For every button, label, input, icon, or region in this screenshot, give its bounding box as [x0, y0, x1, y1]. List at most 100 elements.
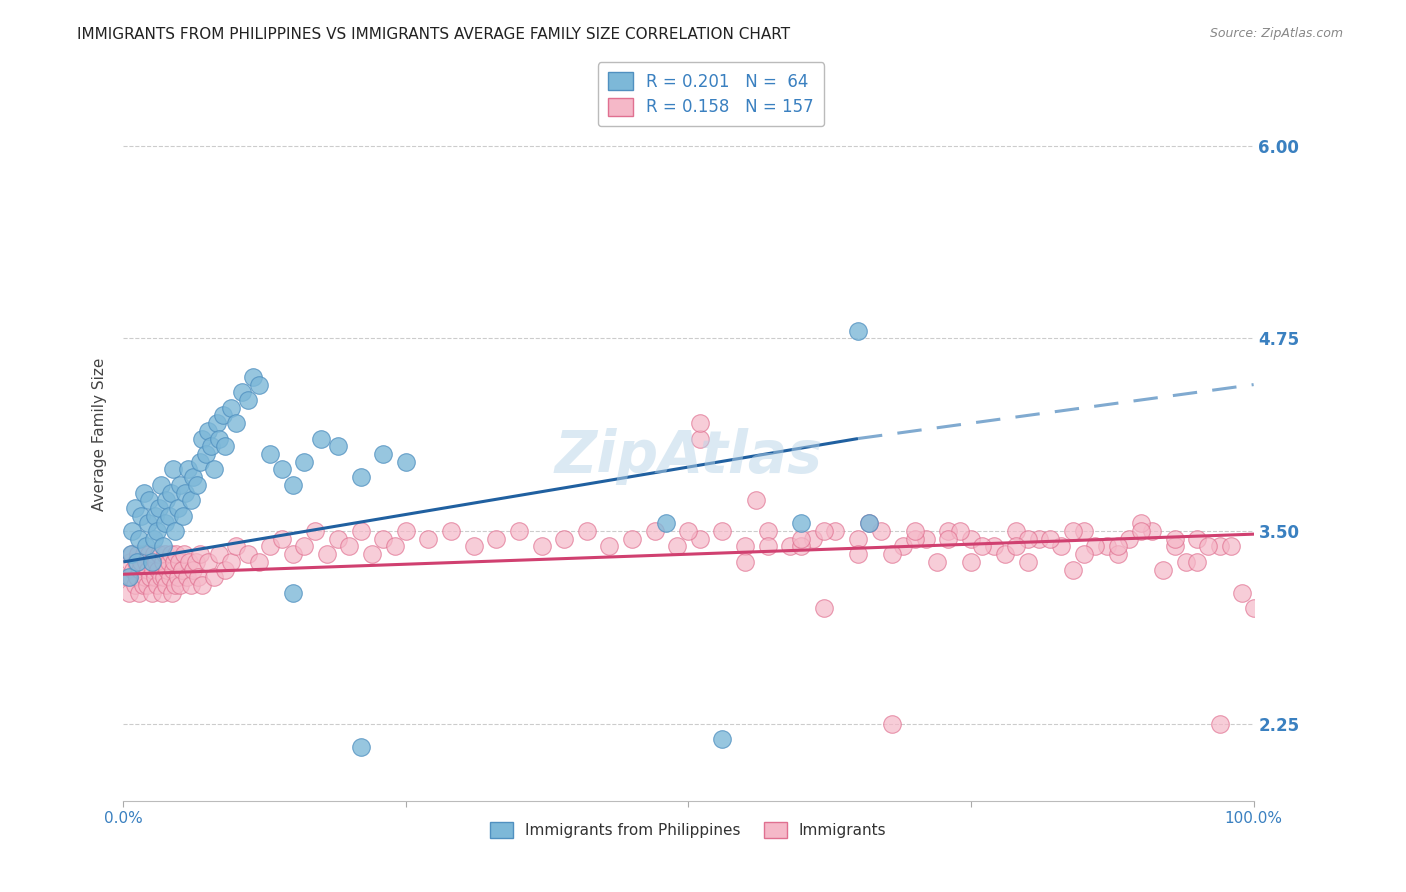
Point	[165, 578, 187, 592]
Point	[689, 416, 711, 430]
Point	[824, 524, 846, 538]
Point	[187, 570, 209, 584]
Point	[326, 532, 349, 546]
Point	[337, 540, 360, 554]
Point	[191, 432, 214, 446]
Point	[125, 555, 148, 569]
Point	[160, 586, 183, 600]
Point	[148, 563, 170, 577]
Point	[1062, 563, 1084, 577]
Point	[138, 493, 160, 508]
Point	[395, 524, 418, 538]
Point	[153, 547, 176, 561]
Point	[120, 570, 142, 584]
Point	[270, 532, 292, 546]
Point	[858, 516, 880, 531]
Point	[115, 570, 138, 584]
Point	[711, 732, 734, 747]
Point	[149, 570, 172, 584]
Point	[326, 439, 349, 453]
Point	[242, 370, 264, 384]
Point	[118, 570, 141, 584]
Point	[162, 462, 184, 476]
Point	[1209, 716, 1232, 731]
Point	[214, 439, 236, 453]
Point	[148, 500, 170, 515]
Point	[259, 447, 281, 461]
Point	[138, 547, 160, 561]
Point	[689, 432, 711, 446]
Point	[153, 516, 176, 531]
Point	[880, 547, 903, 561]
Point	[176, 570, 198, 584]
Point	[135, 540, 157, 554]
Point	[183, 470, 205, 484]
Point	[938, 532, 960, 546]
Point	[960, 555, 983, 569]
Point	[136, 516, 159, 531]
Point	[846, 532, 869, 546]
Point	[146, 578, 169, 592]
Point	[156, 563, 179, 577]
Point	[202, 462, 225, 476]
Point	[1243, 601, 1265, 615]
Point	[127, 547, 149, 561]
Point	[1017, 555, 1039, 569]
Point	[122, 563, 145, 577]
Point	[1209, 540, 1232, 554]
Point	[159, 547, 181, 561]
Point	[183, 563, 205, 577]
Point	[120, 555, 142, 569]
Point	[903, 532, 925, 546]
Point	[790, 532, 813, 546]
Point	[309, 432, 332, 446]
Point	[1073, 524, 1095, 538]
Point	[281, 547, 304, 561]
Point	[191, 578, 214, 592]
Text: IMMIGRANTS FROM PHILIPPINES VS IMMIGRANTS AVERAGE FAMILY SIZE CORRELATION CHART: IMMIGRANTS FROM PHILIPPINES VS IMMIGRANT…	[77, 27, 790, 42]
Point	[141, 555, 163, 569]
Point	[159, 570, 181, 584]
Point	[1118, 532, 1140, 546]
Point	[208, 547, 231, 561]
Point	[177, 462, 200, 476]
Point	[143, 508, 166, 523]
Point	[734, 555, 756, 569]
Point	[142, 532, 165, 546]
Point	[1062, 524, 1084, 538]
Point	[194, 447, 217, 461]
Point	[131, 578, 153, 592]
Point	[281, 478, 304, 492]
Point	[1129, 516, 1152, 531]
Point	[395, 455, 418, 469]
Point	[1163, 532, 1185, 546]
Point	[485, 532, 508, 546]
Point	[166, 500, 188, 515]
Point	[292, 540, 315, 554]
Point	[891, 540, 914, 554]
Point	[172, 563, 194, 577]
Point	[128, 586, 150, 600]
Point	[1005, 540, 1028, 554]
Point	[148, 547, 170, 561]
Point	[211, 409, 233, 423]
Point	[141, 586, 163, 600]
Point	[315, 547, 337, 561]
Point	[143, 570, 166, 584]
Point	[120, 547, 142, 561]
Point	[129, 563, 152, 577]
Point	[373, 532, 395, 546]
Point	[1017, 532, 1039, 546]
Y-axis label: Average Family Size: Average Family Size	[93, 358, 107, 511]
Point	[1129, 524, 1152, 538]
Point	[869, 524, 891, 538]
Point	[1220, 540, 1243, 554]
Point	[1185, 532, 1208, 546]
Point	[247, 555, 270, 569]
Point	[153, 570, 176, 584]
Point	[135, 555, 157, 569]
Point	[162, 563, 184, 577]
Point	[666, 540, 689, 554]
Point	[1005, 524, 1028, 538]
Point	[125, 570, 148, 584]
